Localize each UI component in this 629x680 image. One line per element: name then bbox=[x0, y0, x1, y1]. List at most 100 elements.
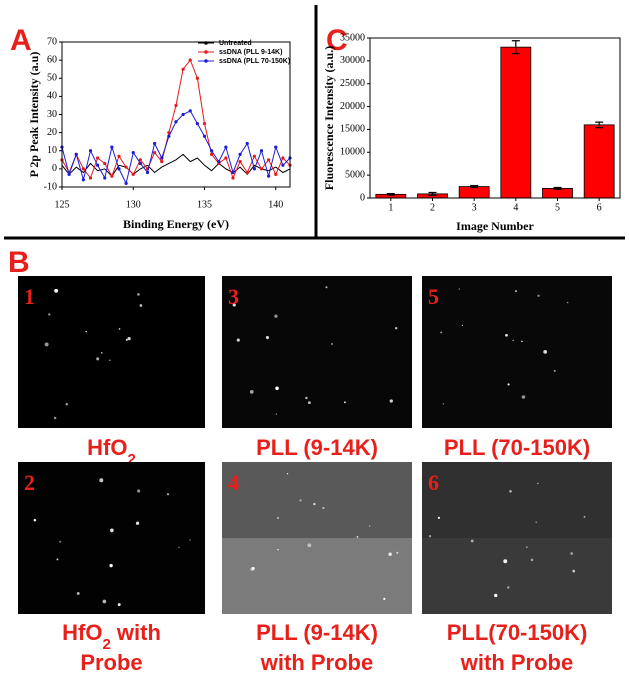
x-tick-label: 6 bbox=[597, 202, 602, 213]
subscript: 2 bbox=[127, 451, 135, 468]
speck bbox=[461, 324, 464, 326]
caption-text: with Probe bbox=[460, 650, 573, 675]
caption-text: PLL (70-150K) bbox=[444, 435, 590, 460]
error-bar bbox=[553, 186, 562, 190]
image-bottom bbox=[222, 352, 412, 428]
speck bbox=[396, 551, 399, 554]
data-point bbox=[131, 150, 135, 155]
speck bbox=[368, 525, 371, 527]
caption-text: HfO bbox=[87, 435, 127, 460]
speck bbox=[275, 413, 278, 415]
data-point bbox=[74, 152, 78, 156]
speck bbox=[521, 395, 526, 399]
y-axis-label: P 2p Peak Intensity (a.u) bbox=[27, 52, 41, 178]
speck bbox=[553, 369, 556, 372]
y-tick-label: 30000 bbox=[340, 55, 365, 66]
speck bbox=[189, 539, 191, 541]
speck bbox=[65, 402, 69, 406]
data-point bbox=[245, 141, 249, 146]
speck bbox=[277, 548, 279, 551]
speck bbox=[572, 569, 576, 573]
data-point bbox=[160, 160, 164, 164]
y-tick-label: 50 bbox=[47, 73, 57, 84]
y-tick-label: 20 bbox=[47, 127, 57, 138]
speck bbox=[509, 490, 512, 493]
x-tick-label: 4 bbox=[513, 202, 518, 213]
data-point bbox=[181, 67, 185, 71]
speck bbox=[389, 399, 393, 403]
plot-frame bbox=[369, 37, 621, 199]
speck bbox=[59, 540, 62, 543]
y-tick-label: 60 bbox=[47, 54, 57, 65]
error-bar bbox=[428, 191, 437, 196]
caption-text: with Probe bbox=[260, 650, 373, 675]
image-top bbox=[222, 276, 412, 352]
data-point bbox=[174, 120, 178, 124]
y-tick-label: 20000 bbox=[340, 101, 365, 112]
speck bbox=[102, 599, 107, 604]
speck bbox=[54, 288, 59, 293]
y-tick-label: 0 bbox=[52, 163, 57, 174]
speck bbox=[325, 286, 328, 289]
data-point bbox=[259, 167, 264, 171]
data-point bbox=[238, 160, 242, 164]
error-bar bbox=[386, 193, 395, 196]
image-top bbox=[222, 462, 412, 538]
speck bbox=[566, 301, 569, 304]
speck bbox=[109, 563, 113, 568]
image-top bbox=[422, 462, 612, 538]
speck bbox=[76, 592, 80, 595]
speck bbox=[514, 290, 517, 293]
bar bbox=[583, 124, 615, 199]
speck bbox=[44, 342, 49, 347]
speck bbox=[299, 499, 302, 502]
speck bbox=[85, 330, 87, 333]
y-tick-label: 25000 bbox=[340, 78, 365, 89]
error-bar bbox=[595, 121, 604, 129]
data-point bbox=[188, 58, 192, 62]
speck bbox=[274, 314, 278, 318]
data-point bbox=[252, 167, 256, 171]
data-point bbox=[181, 112, 185, 117]
data-point bbox=[274, 172, 278, 176]
speck bbox=[470, 539, 474, 543]
caption-text: with bbox=[111, 620, 161, 645]
data-point bbox=[267, 158, 271, 162]
legend-label: ssDNA (PLL 9-14K) bbox=[219, 49, 282, 56]
data-point bbox=[231, 170, 235, 175]
panel-label: C bbox=[326, 24, 348, 57]
data-point bbox=[245, 170, 249, 175]
image-caption: PLL (9-14K) bbox=[256, 620, 378, 645]
data-point bbox=[224, 156, 228, 160]
data-point bbox=[238, 152, 242, 156]
data-point bbox=[138, 158, 142, 162]
image-bottom bbox=[422, 538, 612, 614]
legend-label: Untreated bbox=[219, 40, 252, 47]
speck bbox=[428, 535, 432, 538]
x-tick-label: 2 bbox=[430, 202, 435, 213]
speck bbox=[543, 349, 548, 354]
y-tick-label: -10 bbox=[44, 181, 57, 192]
speck bbox=[53, 416, 57, 420]
legend-label: ssDNA (PLL 70-150K) bbox=[219, 58, 290, 65]
data-point bbox=[81, 178, 85, 182]
image-caption: with Probe bbox=[460, 650, 573, 675]
speck bbox=[440, 331, 443, 334]
image-caption: Probe bbox=[80, 650, 142, 675]
image-number: 5 bbox=[428, 284, 439, 309]
speck bbox=[313, 502, 316, 506]
image-caption: HfO2 with bbox=[62, 620, 161, 653]
speck bbox=[305, 396, 308, 400]
y-tick-label: 15000 bbox=[340, 124, 365, 135]
data-point bbox=[110, 174, 114, 178]
data-point bbox=[195, 76, 199, 80]
caption-text: PLL(70-150K) bbox=[447, 620, 588, 645]
speck bbox=[512, 339, 514, 342]
speck bbox=[331, 343, 333, 345]
speck bbox=[494, 593, 498, 598]
data-point bbox=[96, 156, 100, 160]
speck bbox=[458, 288, 461, 290]
data-point bbox=[124, 165, 128, 169]
speck bbox=[503, 559, 508, 564]
speck bbox=[537, 482, 539, 485]
